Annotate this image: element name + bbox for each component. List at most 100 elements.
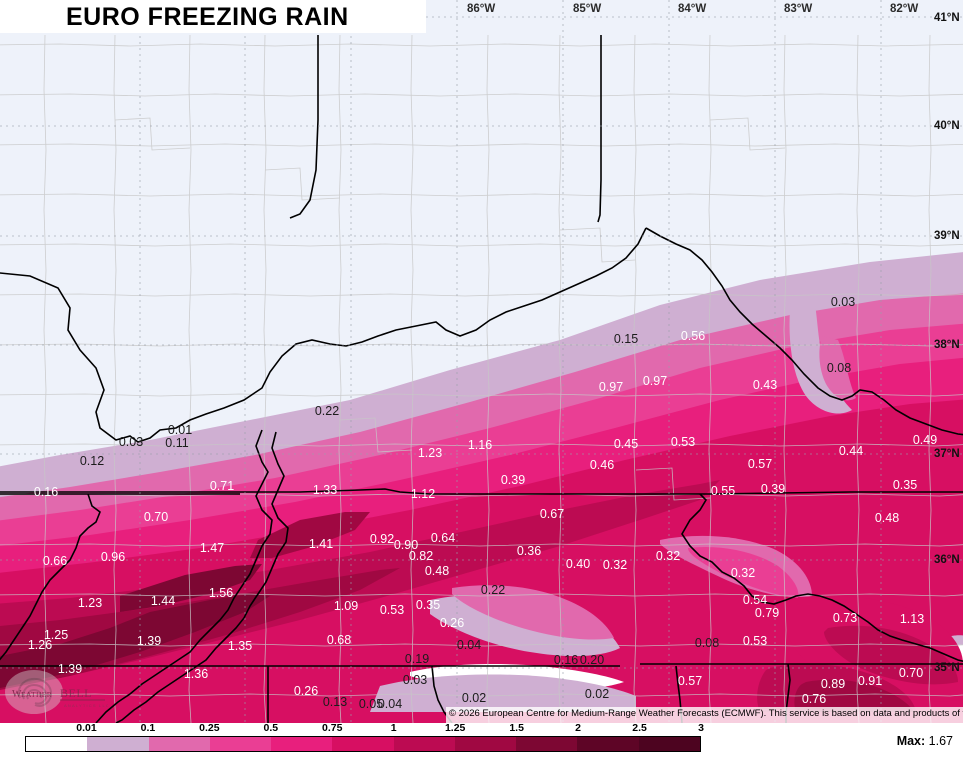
grid-value-label: 0.26: [293, 684, 319, 698]
grid-value-label: 0.70: [143, 510, 169, 524]
grid-value-label: 0.97: [598, 380, 624, 394]
grid-value-label: 0.71: [209, 479, 235, 493]
grid-value-label: 0.22: [480, 583, 506, 597]
grid-value-label: 0.16: [33, 485, 59, 499]
grid-value-label: 1.41: [308, 537, 334, 551]
grid-value-label: 0.91: [857, 674, 883, 688]
forecast-map[interactable]: 86°W 85°W 84°W 83°W 82°W 41°N 40°N 39°N 38°N 37°…: [0, 0, 963, 723]
colorbar-swatch: [271, 737, 333, 751]
ecmwf-attribution: © 2026 European Centre for Medium-Range …: [446, 707, 963, 723]
colorbar-tick-label: 0.25: [199, 722, 220, 734]
grid-value-label: 0.70: [898, 666, 924, 680]
colorbar-tick-label: 1: [390, 722, 397, 734]
grid-value-label: 0.16: [553, 653, 579, 667]
page-title: EURO FREEZING RAIN: [66, 3, 349, 31]
longitude-label: 84°W: [678, 3, 707, 15]
max-value-label: Max: 1.67: [897, 734, 953, 748]
svg-text:EATHER: EATHER: [21, 690, 52, 699]
grid-value-label: 0.53: [379, 603, 405, 617]
grid-value-label: 0.66: [42, 554, 68, 568]
colorbar-swatch: [148, 737, 210, 751]
svg-text:W: W: [12, 689, 22, 700]
grid-value-label: 0.11: [165, 436, 189, 450]
grid-value-label: 0.08: [826, 361, 852, 375]
grid-value-label: 0.64: [430, 531, 456, 545]
latitude-label: 36°N: [934, 554, 960, 566]
latitude-label: 39°N: [934, 230, 960, 242]
grid-value-label: 0.39: [760, 482, 786, 496]
grid-value-label: 0.57: [747, 457, 773, 471]
grid-value-label: 0.54: [742, 593, 768, 607]
grid-value-label: 0.02: [461, 691, 487, 705]
grid-value-label: 0.03: [118, 435, 144, 449]
colorbar-swatch: [332, 737, 394, 751]
grid-value-label: 0.03: [402, 673, 428, 687]
grid-value-label: 0.45: [613, 437, 639, 451]
latitude-label: 40°N: [934, 120, 960, 132]
grid-value-label: 1.09: [333, 599, 359, 613]
grid-value-label: 0.68: [326, 633, 352, 647]
latitude-label: 38°N: [934, 339, 960, 351]
grid-value-label: 1.36: [183, 667, 209, 681]
longitude-label: 83°W: [784, 3, 813, 15]
grid-value-label: 0.57: [677, 674, 703, 688]
county-boundaries: [0, 34, 963, 723]
grid-value-label: 1.44: [150, 594, 176, 608]
grid-value-label: 0.89: [820, 677, 846, 691]
colorbar-tick-label: 1.5: [509, 722, 524, 734]
grid-value-label: 0.53: [670, 435, 696, 449]
grid-value-label: 1.56: [208, 586, 234, 600]
latitude-label: 37°N: [934, 448, 960, 460]
grid-value-label: 0.02: [584, 687, 610, 701]
grid-value-label: 0.39: [500, 473, 526, 487]
colorbar-tick-label: 0.75: [322, 722, 343, 734]
grid-value-label: 0.44: [838, 444, 864, 458]
grid-value-label: 0.19: [404, 652, 430, 666]
svg-text:BELL: BELL: [60, 686, 92, 700]
grid-value-label: 0.55: [710, 484, 736, 498]
grid-value-label: 0.79: [754, 606, 780, 620]
grid-value-label: 1.23: [77, 596, 103, 610]
colorbar-swatch: [26, 737, 88, 751]
grid-value-label: 0.20: [579, 653, 605, 667]
colorbar-swatch: [209, 737, 272, 751]
grid-value-label: 0.22: [314, 404, 340, 418]
grid-value-label: 0.35: [892, 478, 918, 492]
colorbar-swatch: [454, 737, 517, 751]
grid-value-label: 0.43: [752, 378, 778, 392]
grid-value-label: 1.39: [57, 662, 83, 676]
grid-value-label: 1.26: [27, 638, 53, 652]
colorbar-swatch: [638, 737, 700, 751]
precip-lighter-pockets: [370, 280, 963, 712]
grid-value-label: 1.33: [312, 483, 338, 497]
grid-value-label: 0.01: [167, 423, 193, 437]
grid-value-label: 0.73: [832, 611, 858, 625]
state-boundaries: [0, 35, 963, 723]
grid-value-label: 0.96: [100, 550, 126, 564]
grid-value-label: 0.53: [742, 634, 768, 648]
grid-value-label: 0.82: [408, 549, 434, 563]
grid-value-label: 0.15: [613, 332, 639, 346]
grid-value-label: 1.47: [199, 541, 225, 555]
colorbar-tick-label: 0.01: [76, 722, 97, 734]
max-prefix: Max:: [896, 734, 926, 748]
grid-value-label: 0.32: [602, 558, 628, 572]
grid-value-label: 0.67: [539, 507, 565, 521]
grid-value-label: 0.49: [912, 433, 938, 447]
grid-value-label: 0.76: [801, 692, 827, 706]
grid-value-label: 1.25: [43, 628, 69, 642]
longitude-label: 82°W: [890, 3, 919, 15]
grid-value-label: 0.32: [730, 566, 756, 580]
title-box: EURO FREEZING RAIN: [0, 0, 426, 33]
longitude-label: 85°W: [573, 3, 602, 15]
legend-bar: 0.01 0.1 0.25 0.5 0.75 1 1.25 1.5 2 2.5 3 Max: 1.6…: [0, 722, 963, 758]
grid-value-label: 0.04: [377, 697, 403, 711]
colorbar-swatch: [87, 737, 149, 751]
colorbar[interactable]: [25, 736, 701, 752]
grid-value-label: 0.05: [358, 697, 384, 711]
grid-value-label: 0.97: [642, 374, 668, 388]
grid-value-label: 0.12: [79, 454, 105, 468]
precip-contour-fill: [0, 252, 963, 723]
precip-dark-cores: [757, 596, 963, 712]
